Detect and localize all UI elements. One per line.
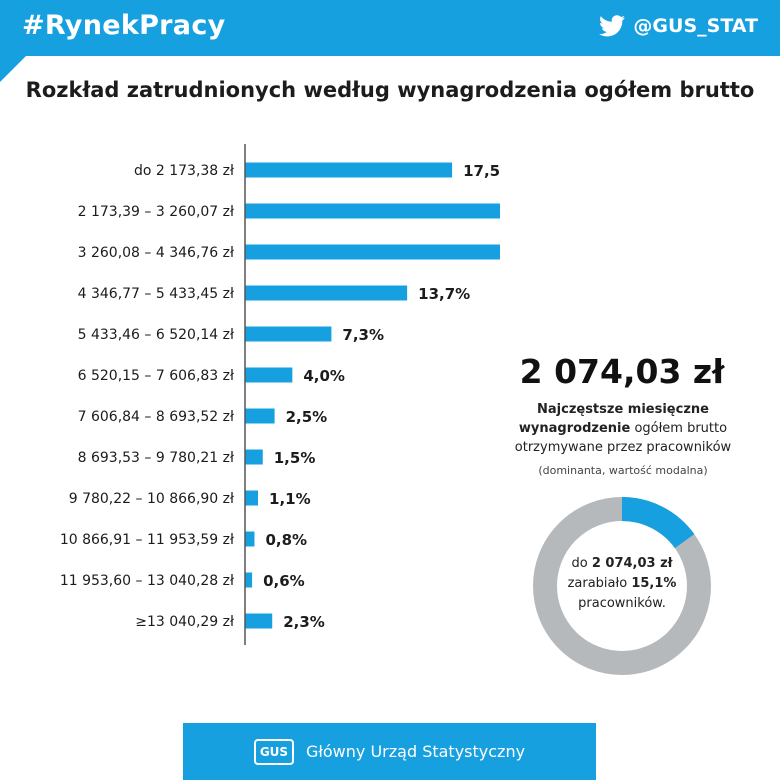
twitter-bird-icon xyxy=(599,15,626,37)
twitter-handle: @GUS_STAT xyxy=(633,15,758,37)
bar xyxy=(245,203,500,219)
value-label: 4,0% xyxy=(303,367,345,385)
dominant-description: Najczęstsze miesięczne wynagrodzenie ogó… xyxy=(505,400,741,457)
category-label: 11 953,60 – 13 040,28 zł xyxy=(60,573,234,589)
category-label: 2 173,39 – 3 260,07 zł xyxy=(78,204,234,220)
footer-banner: GUS Główny Urząd Statystyczny xyxy=(183,723,596,780)
value-label: 0,8% xyxy=(265,531,307,549)
banner-notch xyxy=(0,56,26,82)
category-label: 7 606,84 – 8 693,52 zł xyxy=(78,409,234,425)
donut-share-slice xyxy=(621,497,695,549)
bar xyxy=(245,449,263,465)
value-label: 0,6% xyxy=(263,572,305,590)
category-label: 5 433,46 – 6 520,14 zł xyxy=(78,327,234,343)
bar xyxy=(245,162,453,178)
twitter-link[interactable]: @GUS_STAT xyxy=(599,15,758,37)
description-bold: Najczęstsze miesięczne wynagrodzenie xyxy=(518,402,709,436)
hashtag-title: #RynekPracy xyxy=(22,10,226,41)
category-label: 6 520,15 – 7 606,83 zł xyxy=(78,368,234,384)
category-label: do 2 173,38 zł xyxy=(134,163,234,179)
value-label: 1,1% xyxy=(269,490,311,508)
top-banner: #RynekPracy @GUS_STAT xyxy=(0,0,780,82)
bar xyxy=(245,490,259,506)
category-label: 4 346,77 – 5 433,45 zł xyxy=(78,286,234,302)
category-label: 10 866,91 – 11 953,59 zł xyxy=(60,532,234,548)
value-label: 1,5% xyxy=(274,449,316,467)
description-rest: ogółem brutto otrzymywane przez pracowni… xyxy=(514,421,732,455)
category-label: ≥13 040,29 zł xyxy=(135,614,234,630)
value-label: 2,5% xyxy=(286,408,328,426)
category-label: 8 693,53 – 9 780,21 zł xyxy=(78,450,234,466)
gus-logo: GUS xyxy=(253,738,294,765)
donut-chart xyxy=(533,497,711,675)
chart-title: Rozkład zatrudnionych według wynagrodzen… xyxy=(25,78,755,102)
donut-text-post: pracowników. xyxy=(578,596,666,611)
value-label: 7,3% xyxy=(342,326,384,344)
bar xyxy=(245,572,253,588)
donut-text-pre: do xyxy=(571,556,588,571)
bar xyxy=(245,367,293,383)
value-label: 17,5% xyxy=(463,162,500,180)
value-label: 2,3% xyxy=(283,613,325,631)
category-label: 9 780,22 – 10 866,90 zł xyxy=(69,491,234,507)
bar-chart: do 2 173,38 zł 17,5% 2 173,39 – 3 260,07 z… xyxy=(60,144,500,645)
value-label: 13,7% xyxy=(418,285,470,303)
dominant-value: 2 074,03 zł xyxy=(519,352,725,391)
donut-text-pct: 15,1% xyxy=(631,576,677,591)
bar xyxy=(245,531,255,547)
footer-org-name: Główny Urząd Statystyczny xyxy=(305,742,526,761)
donut-text-value: 2 074,03 zł xyxy=(591,556,673,571)
category-label: 3 260,08 – 4 346,76 zł xyxy=(78,245,234,261)
bar xyxy=(245,613,273,629)
bar xyxy=(245,285,408,301)
dominant-note: (dominanta, wartość modalna) xyxy=(538,464,708,477)
donut-text-mid: zarabiało xyxy=(567,576,628,591)
donut-caption: do 2 074,03 zł zarabiało 15,1% pracownik… xyxy=(563,554,681,614)
bar xyxy=(245,244,500,260)
bar xyxy=(245,326,332,342)
bar xyxy=(245,408,275,424)
